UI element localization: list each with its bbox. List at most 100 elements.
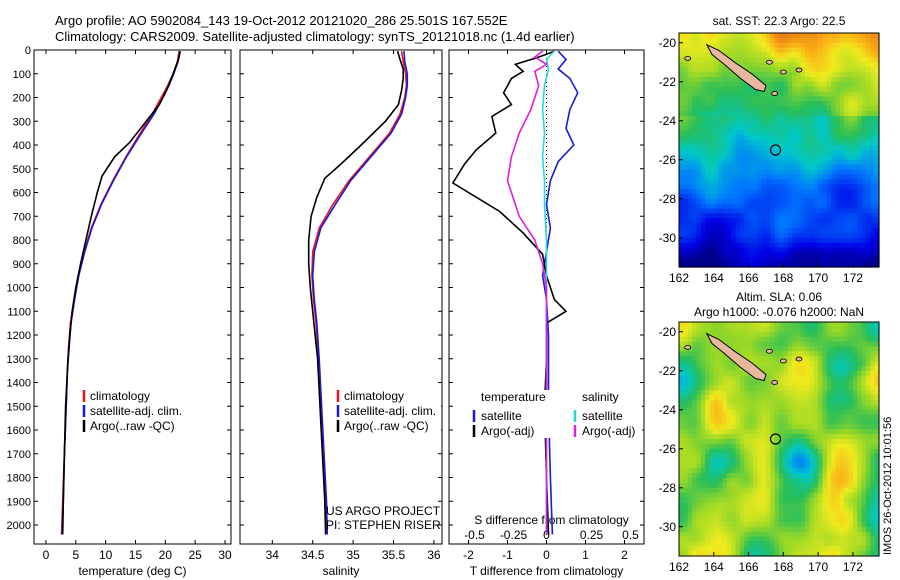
map-cell [835, 385, 841, 391]
map-cell [696, 395, 702, 401]
map-cell [709, 115, 715, 122]
map-cell [857, 262, 863, 268]
map-cell [861, 531, 867, 538]
map-cell [761, 140, 767, 146]
map-cell [865, 223, 871, 229]
map-cell [844, 331, 850, 338]
map-cell [818, 404, 824, 411]
map-cell [731, 395, 737, 401]
map-cell [805, 331, 811, 338]
map-cell [726, 365, 732, 372]
map-cell [683, 429, 689, 435]
map-cell [848, 189, 854, 195]
map-cell [726, 125, 732, 132]
map-cell [852, 81, 858, 88]
map-cell [792, 497, 797, 503]
map-cell [874, 482, 880, 489]
map-cell [779, 62, 784, 68]
map-cell [857, 125, 863, 132]
map-cell [748, 257, 754, 263]
map-cell [844, 223, 850, 229]
map-cell [839, 81, 845, 88]
map-cell [839, 262, 845, 268]
map-cell [726, 458, 732, 464]
map-cell [761, 468, 767, 474]
map-cell [835, 541, 841, 547]
map-cell [865, 86, 871, 93]
map-cell [739, 184, 745, 190]
map-cell [761, 33, 767, 39]
map-cell [844, 400, 850, 406]
map-cell [739, 458, 745, 464]
map-cell [813, 487, 819, 494]
map-cell [718, 262, 724, 268]
map-cell [783, 375, 789, 382]
map-cell [865, 33, 871, 39]
map-cell [683, 414, 689, 421]
map-cell [831, 492, 837, 499]
map-cell [779, 96, 784, 102]
map-cell [861, 159, 867, 166]
map-cell [826, 62, 832, 68]
map-cell [731, 478, 737, 484]
map-cell [870, 551, 876, 557]
map-cell [770, 526, 776, 533]
map-cell [783, 502, 789, 508]
map-cell [835, 262, 841, 268]
map-cell [792, 154, 797, 161]
map-cell [687, 242, 693, 249]
map-cell [870, 400, 876, 406]
map-cell [787, 419, 793, 425]
map-cell [831, 130, 837, 136]
map-cell [735, 150, 741, 156]
map-cell [679, 424, 684, 430]
map-cell [779, 458, 784, 464]
map-cell [783, 242, 789, 249]
map-cell [857, 326, 863, 333]
map-cell [757, 145, 763, 151]
map-cell [722, 150, 728, 156]
map-cell [713, 208, 719, 214]
map-cell [722, 502, 728, 508]
map-cell [744, 424, 750, 430]
map-cell [774, 115, 780, 122]
map-cell [683, 497, 689, 503]
landmass-new-caledonia [705, 43, 767, 93]
map-cell [796, 232, 802, 239]
map-cell [835, 448, 841, 455]
map-cell [831, 208, 837, 214]
map-cell [709, 101, 715, 107]
map-cell [722, 154, 728, 161]
map-cell [852, 361, 858, 367]
map-cell [748, 336, 754, 343]
map-cell [792, 174, 797, 180]
map-cell [692, 341, 697, 347]
map-cell [835, 443, 841, 450]
map-cell [822, 512, 828, 518]
map-cell [692, 184, 697, 190]
map-cell [813, 429, 819, 435]
map-cell [731, 198, 737, 205]
map-cell [870, 380, 876, 386]
map-cell [696, 380, 702, 386]
map-cell [731, 247, 737, 253]
map-cell [774, 375, 780, 382]
map-cell [848, 223, 854, 229]
map-cell [705, 390, 711, 396]
map-cell [696, 404, 702, 411]
map-cell [722, 159, 728, 166]
map-cell [679, 189, 684, 195]
map-cell [739, 164, 745, 171]
map-cell [805, 115, 811, 122]
map-cell [726, 439, 732, 445]
legend-label: satellite [582, 409, 623, 423]
map-cell [848, 453, 854, 460]
map-cell [696, 346, 702, 352]
map-cell [857, 463, 863, 469]
map-cell [861, 536, 867, 542]
map-cell [865, 375, 871, 382]
map-cell [874, 115, 880, 122]
map-cell [696, 478, 702, 484]
map-cell [818, 184, 824, 190]
map-cell [765, 169, 771, 175]
